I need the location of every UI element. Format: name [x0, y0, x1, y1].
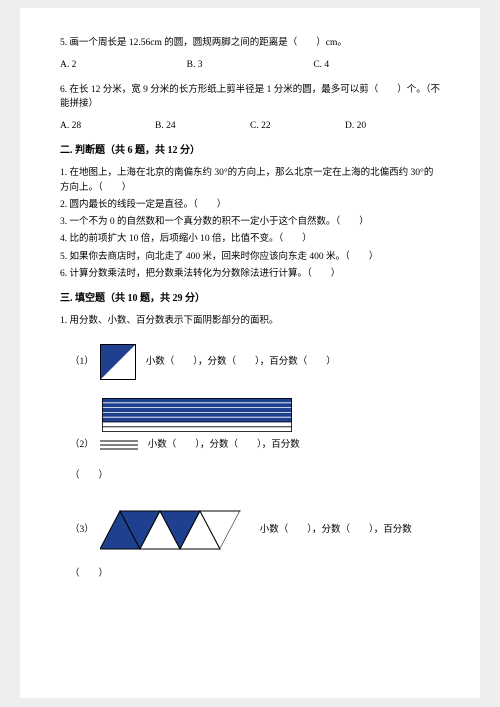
fill1-stem: 1. 用分数、小数、百分数表示下面阴影部分的面积。	[60, 314, 440, 328]
judgement-list: 1. 在地图上，上海在北京的南偏东约 30°的方向上，那么北京一定在上海的北偏西…	[60, 166, 440, 281]
q6-text: 6. 在长 12 分米，宽 9 分米的长方形纸上剪半径是 1 分米的圆，最多可以…	[60, 83, 440, 112]
fig1-label: （1）	[70, 355, 94, 369]
fig2-row: （2） 小数（ ），分数（ ），百分数	[70, 438, 440, 452]
fig3-svg	[100, 509, 250, 551]
fig1-row: （1） 小数（ ），分数（ ），百分数（ ）	[70, 344, 440, 380]
q6-opt-c: C. 22	[250, 119, 345, 133]
fig2-bracket	[100, 440, 138, 450]
fig3-label: （3）	[70, 523, 94, 537]
judge-4: 4. 比的前项扩大 10 倍，后项缩小 10 倍，比值不变。（ ）	[60, 232, 440, 246]
fig2-openp: （ ）	[70, 469, 440, 483]
judge-1: 1. 在地图上，上海在北京的南偏东约 30°的方向上，那么北京一定在上海的北偏西…	[60, 166, 440, 195]
q5-opt-b: B. 3	[187, 58, 314, 72]
fig1-svg	[100, 344, 136, 380]
fig2-top	[102, 398, 440, 432]
fig2-blanks: 小数（ ），分数（ ），百分数	[148, 438, 300, 452]
fig2-svg	[102, 398, 292, 432]
q5-opt-c: C. 4	[313, 58, 440, 72]
q6-options: A. 28 B. 24 C. 22 D. 20	[60, 119, 440, 133]
q6-opt-a: A. 28	[60, 119, 155, 133]
fig3-row: （3） 小数（ ），分数（ ），百分数	[70, 509, 440, 551]
fig1-blanks: 小数（ ），分数（ ），百分数（ ）	[146, 355, 336, 369]
section3-heading: 三. 填空题（共 10 题，共 29 分）	[60, 291, 440, 306]
fig3-blanks: 小数（ ），分数（ ），百分数	[260, 523, 412, 537]
q6-opt-d: D. 20	[345, 119, 440, 133]
judge-6: 6. 计算分数乘法时，把分数乘法转化为分数除法进行计算。（ ）	[60, 267, 440, 281]
judge-3: 3. 一个不为 0 的自然数和一个真分数的积不一定小于这个自然数。（ ）	[60, 215, 440, 229]
judge-5: 5. 如果你去商店时，向北走了 400 米，回来时你应该向东走 400 米。（ …	[60, 250, 440, 264]
q6-opt-b: B. 24	[155, 119, 250, 133]
fig2-label: （2）	[70, 438, 94, 452]
fig3-openp: （ ）	[70, 567, 440, 581]
q5-options: A. 2 B. 3 C. 4	[60, 58, 440, 72]
q5-text: 5. 画一个周长是 12.56cm 的圆，圆规两脚之间的距离是（ ）cm。	[60, 36, 440, 50]
judge-2: 2. 圆内最长的线段一定是直径。（ ）	[60, 198, 440, 212]
q5-opt-a: A. 2	[60, 58, 187, 72]
section2-heading: 二. 判断题（共 6 题，共 12 分）	[60, 143, 440, 158]
